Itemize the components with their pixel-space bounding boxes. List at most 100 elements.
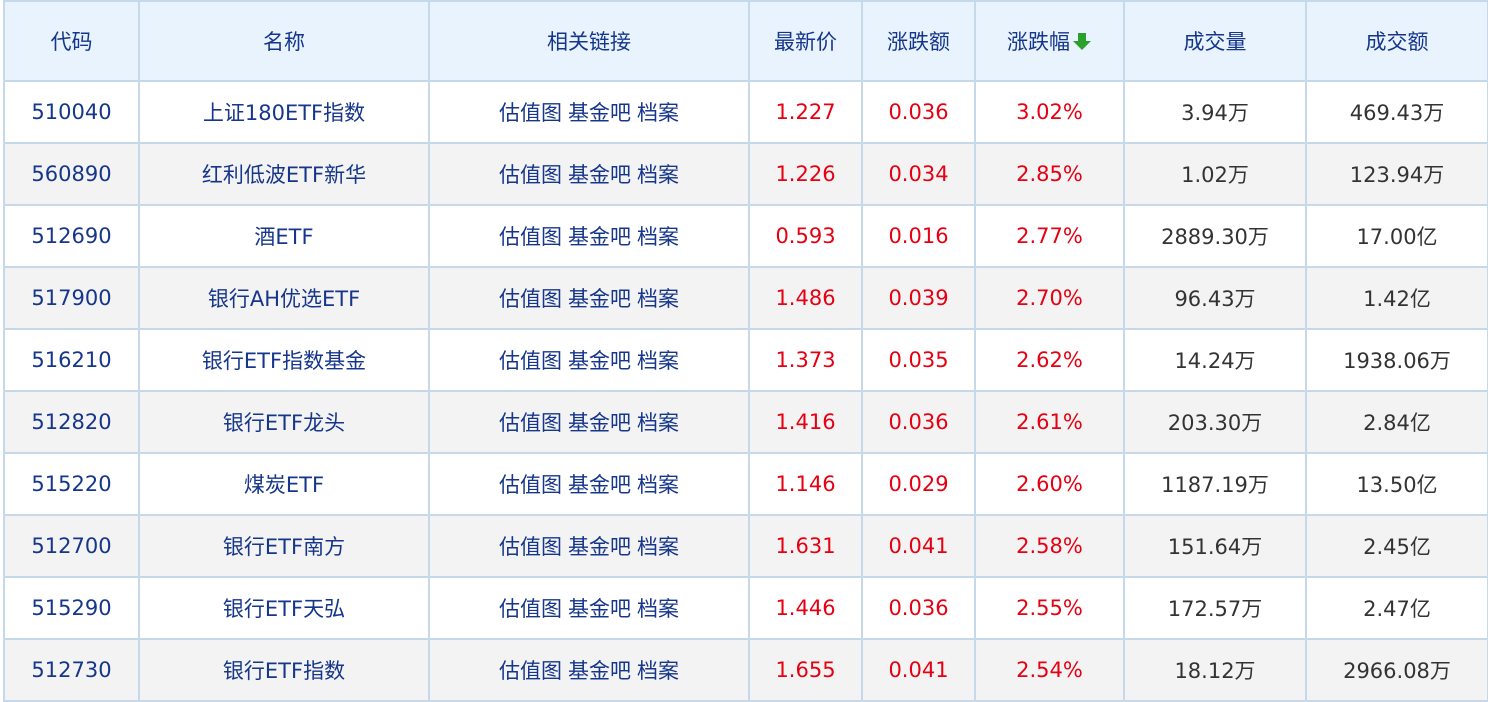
- link-profile[interactable]: 档案: [637, 225, 679, 249]
- table-row: 512730 银行ETF指数 估值图 基金吧 档案 1.655 0.041 2.54% 18.1…: [3, 638, 1488, 702]
- header-name[interactable]: 名称: [138, 0, 430, 82]
- price-cell: 1.146: [748, 452, 863, 516]
- volume-cell: 2889.30万: [1123, 204, 1307, 268]
- amount-cell: 2966.08万: [1305, 638, 1488, 702]
- link-fund-forum[interactable]: 基金吧: [568, 597, 631, 621]
- header-volume[interactable]: 成交量: [1123, 0, 1307, 82]
- link-fund-forum[interactable]: 基金吧: [568, 411, 631, 435]
- link-valuation-chart[interactable]: 估值图: [499, 659, 562, 683]
- name-cell[interactable]: 上证180ETF指数: [138, 80, 430, 144]
- pct-cell: 2.60%: [974, 452, 1125, 516]
- link-profile[interactable]: 档案: [637, 349, 679, 373]
- link-valuation-chart[interactable]: 估值图: [499, 473, 562, 497]
- link-fund-forum[interactable]: 基金吧: [568, 163, 631, 187]
- name-cell[interactable]: 酒ETF: [138, 204, 430, 268]
- link-fund-forum[interactable]: 基金吧: [568, 287, 631, 311]
- link-fund-forum[interactable]: 基金吧: [568, 473, 631, 497]
- link-profile[interactable]: 档案: [637, 287, 679, 311]
- amount-cell: 123.94万: [1305, 142, 1488, 206]
- link-profile[interactable]: 档案: [637, 597, 679, 621]
- link-fund-forum[interactable]: 基金吧: [568, 101, 631, 125]
- link-profile[interactable]: 档案: [637, 659, 679, 683]
- change-cell: 0.041: [861, 638, 976, 702]
- code-cell[interactable]: 515220: [3, 452, 140, 516]
- name-cell[interactable]: 银行ETF南方: [138, 514, 430, 578]
- links-cell: 估值图 基金吧 档案: [428, 142, 750, 206]
- volume-cell: 14.24万: [1123, 328, 1307, 392]
- links-cell: 估值图 基金吧 档案: [428, 266, 750, 330]
- pct-cell: 2.62%: [974, 328, 1125, 392]
- link-valuation-chart[interactable]: 估值图: [499, 535, 562, 559]
- code-cell[interactable]: 510040: [3, 80, 140, 144]
- amount-cell: 2.84亿: [1305, 390, 1488, 454]
- price-cell: 1.227: [748, 80, 863, 144]
- change-cell: 0.036: [861, 80, 976, 144]
- price-cell: 1.226: [748, 142, 863, 206]
- header-pct[interactable]: 涨跌幅: [974, 0, 1125, 82]
- code-cell[interactable]: 512730: [3, 638, 140, 702]
- table-row: 512820 银行ETF龙头 估值图 基金吧 档案 1.416 0.036 2.61% 203.…: [3, 390, 1488, 454]
- link-profile[interactable]: 档案: [637, 163, 679, 187]
- volume-cell: 3.94万: [1123, 80, 1307, 144]
- pct-cell: 2.54%: [974, 638, 1125, 702]
- links-cell: 估值图 基金吧 档案: [428, 452, 750, 516]
- name-cell[interactable]: 红利低波ETF新华: [138, 142, 430, 206]
- volume-cell: 1187.19万: [1123, 452, 1307, 516]
- link-profile[interactable]: 档案: [637, 101, 679, 125]
- table-row: 512700 银行ETF南方 估值图 基金吧 档案 1.631 0.041 2.58% 151.…: [3, 514, 1488, 578]
- code-cell[interactable]: 515290: [3, 576, 140, 640]
- link-valuation-chart[interactable]: 估值图: [499, 287, 562, 311]
- volume-cell: 1.02万: [1123, 142, 1307, 206]
- code-cell[interactable]: 512700: [3, 514, 140, 578]
- pct-cell: 2.58%: [974, 514, 1125, 578]
- link-profile[interactable]: 档案: [637, 535, 679, 559]
- amount-cell: 13.50亿: [1305, 452, 1488, 516]
- change-cell: 0.036: [861, 390, 976, 454]
- link-valuation-chart[interactable]: 估值图: [499, 349, 562, 373]
- pct-cell: 2.61%: [974, 390, 1125, 454]
- link-profile[interactable]: 档案: [637, 411, 679, 435]
- name-cell[interactable]: 银行ETF指数基金: [138, 328, 430, 392]
- price-cell: 1.486: [748, 266, 863, 330]
- link-fund-forum[interactable]: 基金吧: [568, 225, 631, 249]
- header-change[interactable]: 涨跌额: [861, 0, 976, 82]
- link-profile[interactable]: 档案: [637, 473, 679, 497]
- link-fund-forum[interactable]: 基金吧: [568, 349, 631, 373]
- name-cell[interactable]: 银行ETF龙头: [138, 390, 430, 454]
- change-cell: 0.029: [861, 452, 976, 516]
- pct-cell: 2.77%: [974, 204, 1125, 268]
- price-cell: 1.373: [748, 328, 863, 392]
- header-price[interactable]: 最新价: [748, 0, 863, 82]
- code-cell[interactable]: 517900: [3, 266, 140, 330]
- header-links: 相关链接: [428, 0, 750, 82]
- code-cell[interactable]: 512690: [3, 204, 140, 268]
- links-cell: 估值图 基金吧 档案: [428, 80, 750, 144]
- amount-cell: 17.00亿: [1305, 204, 1488, 268]
- link-valuation-chart[interactable]: 估值图: [499, 101, 562, 125]
- link-valuation-chart[interactable]: 估值图: [499, 597, 562, 621]
- name-cell[interactable]: 煤炭ETF: [138, 452, 430, 516]
- link-fund-forum[interactable]: 基金吧: [568, 535, 631, 559]
- price-cell: 0.593: [748, 204, 863, 268]
- code-cell[interactable]: 516210: [3, 328, 140, 392]
- change-cell: 0.041: [861, 514, 976, 578]
- name-cell[interactable]: 银行ETF指数: [138, 638, 430, 702]
- change-cell: 0.039: [861, 266, 976, 330]
- name-cell[interactable]: 银行AH优选ETF: [138, 266, 430, 330]
- header-amount[interactable]: 成交额: [1305, 0, 1488, 82]
- links-cell: 估值图 基金吧 档案: [428, 390, 750, 454]
- link-fund-forum[interactable]: 基金吧: [568, 659, 631, 683]
- code-cell[interactable]: 512820: [3, 390, 140, 454]
- header-code[interactable]: 代码: [3, 0, 140, 82]
- name-cell[interactable]: 银行ETF天弘: [138, 576, 430, 640]
- link-valuation-chart[interactable]: 估值图: [499, 411, 562, 435]
- amount-cell: 1938.06万: [1305, 328, 1488, 392]
- amount-cell: 2.47亿: [1305, 576, 1488, 640]
- link-valuation-chart[interactable]: 估值图: [499, 225, 562, 249]
- link-valuation-chart[interactable]: 估值图: [499, 163, 562, 187]
- volume-cell: 18.12万: [1123, 638, 1307, 702]
- change-cell: 0.036: [861, 576, 976, 640]
- pct-cell: 2.85%: [974, 142, 1125, 206]
- code-cell[interactable]: 560890: [3, 142, 140, 206]
- change-cell: 0.034: [861, 142, 976, 206]
